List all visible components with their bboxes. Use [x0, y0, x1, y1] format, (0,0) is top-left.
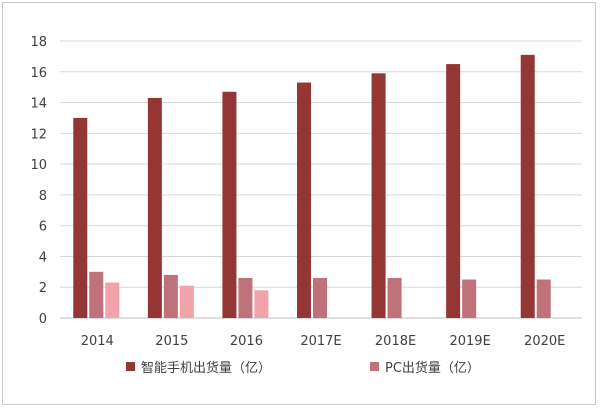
legend-swatch-1: [370, 362, 379, 371]
bar-series-1-2018E: [387, 277, 402, 318]
bar-series-0-2014: [73, 117, 88, 318]
y-tick-label: 0: [39, 312, 47, 327]
x-tick-label: 2018E: [375, 334, 416, 349]
legend-swatch-0: [126, 362, 135, 371]
bar-series-1-2015: [163, 274, 178, 318]
x-tick-label: 2016: [230, 334, 263, 349]
y-tick-label: 14: [30, 97, 47, 112]
y-tick-label: 10: [30, 158, 47, 173]
bar-series-2-2014: [105, 282, 120, 318]
y-tick-label: 16: [30, 66, 47, 81]
bar-series-1-2014: [89, 271, 104, 318]
y-tick-label: 4: [39, 250, 47, 265]
bar-series-0-2017E: [297, 82, 311, 318]
bar-series-0-2019E: [446, 64, 461, 318]
x-tick-label: 2017E: [300, 334, 341, 349]
bars: [73, 54, 551, 319]
y-tick-label: 8: [39, 189, 47, 204]
bar-series-0-2018E: [371, 73, 386, 318]
bar-series-0-2016: [222, 91, 237, 319]
bar-series-1-2017E: [313, 277, 327, 318]
y-tick-label: 2: [39, 281, 47, 296]
legend: 智能手机出货量（亿） PC出货量（亿）: [126, 360, 480, 376]
y-tick-label: 6: [39, 220, 47, 235]
legend-label-1: PC出货量（亿）: [385, 360, 480, 376]
bar-series-2-2015: [179, 285, 194, 318]
bar-series-1-2019E: [462, 279, 477, 318]
x-axis-ticks: 2014 2015 2016 2017E 2018E 2019E 2020E: [81, 334, 566, 349]
legend-label-0: 智能手机出货量（亿）: [141, 360, 271, 376]
grid-lines: [60, 40, 582, 319]
bar-series-1-2020E: [536, 279, 551, 318]
x-tick-label: 2019E: [449, 334, 490, 349]
bar-series-2-2016: [254, 290, 269, 318]
x-tick-label: 2014: [81, 334, 114, 349]
bar-series-0-2015: [147, 97, 162, 318]
y-axis-ticks: 0 2 4 6 8 10 12 14 16 18: [30, 35, 47, 327]
y-tick-label: 18: [30, 35, 47, 50]
y-tick-label: 12: [30, 127, 47, 142]
x-tick-label: 2020E: [524, 334, 565, 349]
bar-series-1-2016: [238, 277, 253, 318]
bar-series-0-2020E: [520, 54, 535, 318]
x-tick-label: 2015: [155, 334, 188, 349]
